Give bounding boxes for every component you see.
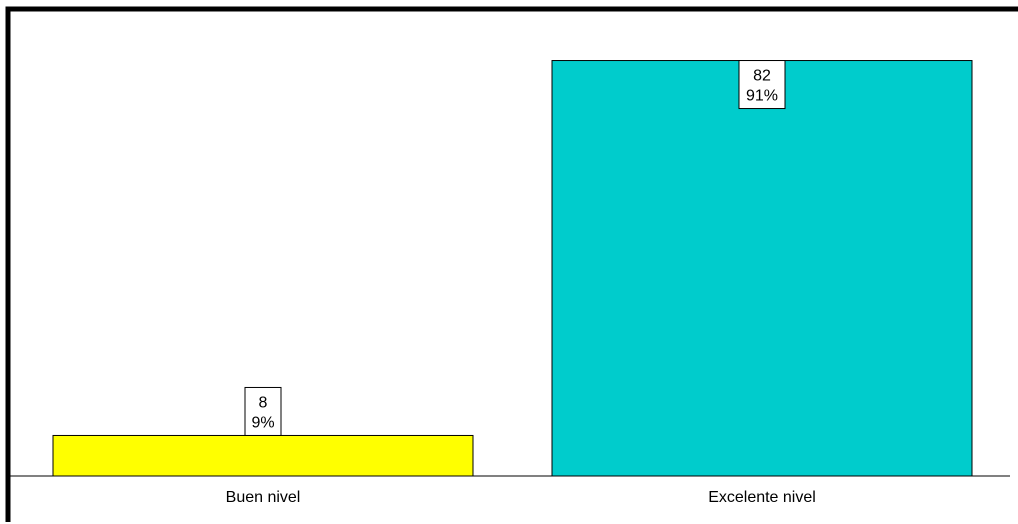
x-tick-label-1: Excelente nivel (708, 489, 816, 506)
data-label-percent: 91% (746, 88, 778, 105)
data-label-count: 8 (259, 394, 268, 411)
x-tick-label-0: Buen nivel (226, 489, 301, 506)
x-tick-labels: Buen nivel Excelente nivel (226, 489, 816, 506)
data-label-0: 89% (244, 386, 282, 436)
data-label-percent: 9% (251, 414, 274, 431)
bars-layer (52, 60, 973, 477)
data-label-count: 82 (753, 68, 771, 85)
chart-frame (5, 6, 1018, 522)
data-label-box (738, 60, 786, 110)
bar-1 (551, 60, 973, 477)
data-label-box (244, 386, 282, 436)
bar-0 (52, 434, 474, 477)
